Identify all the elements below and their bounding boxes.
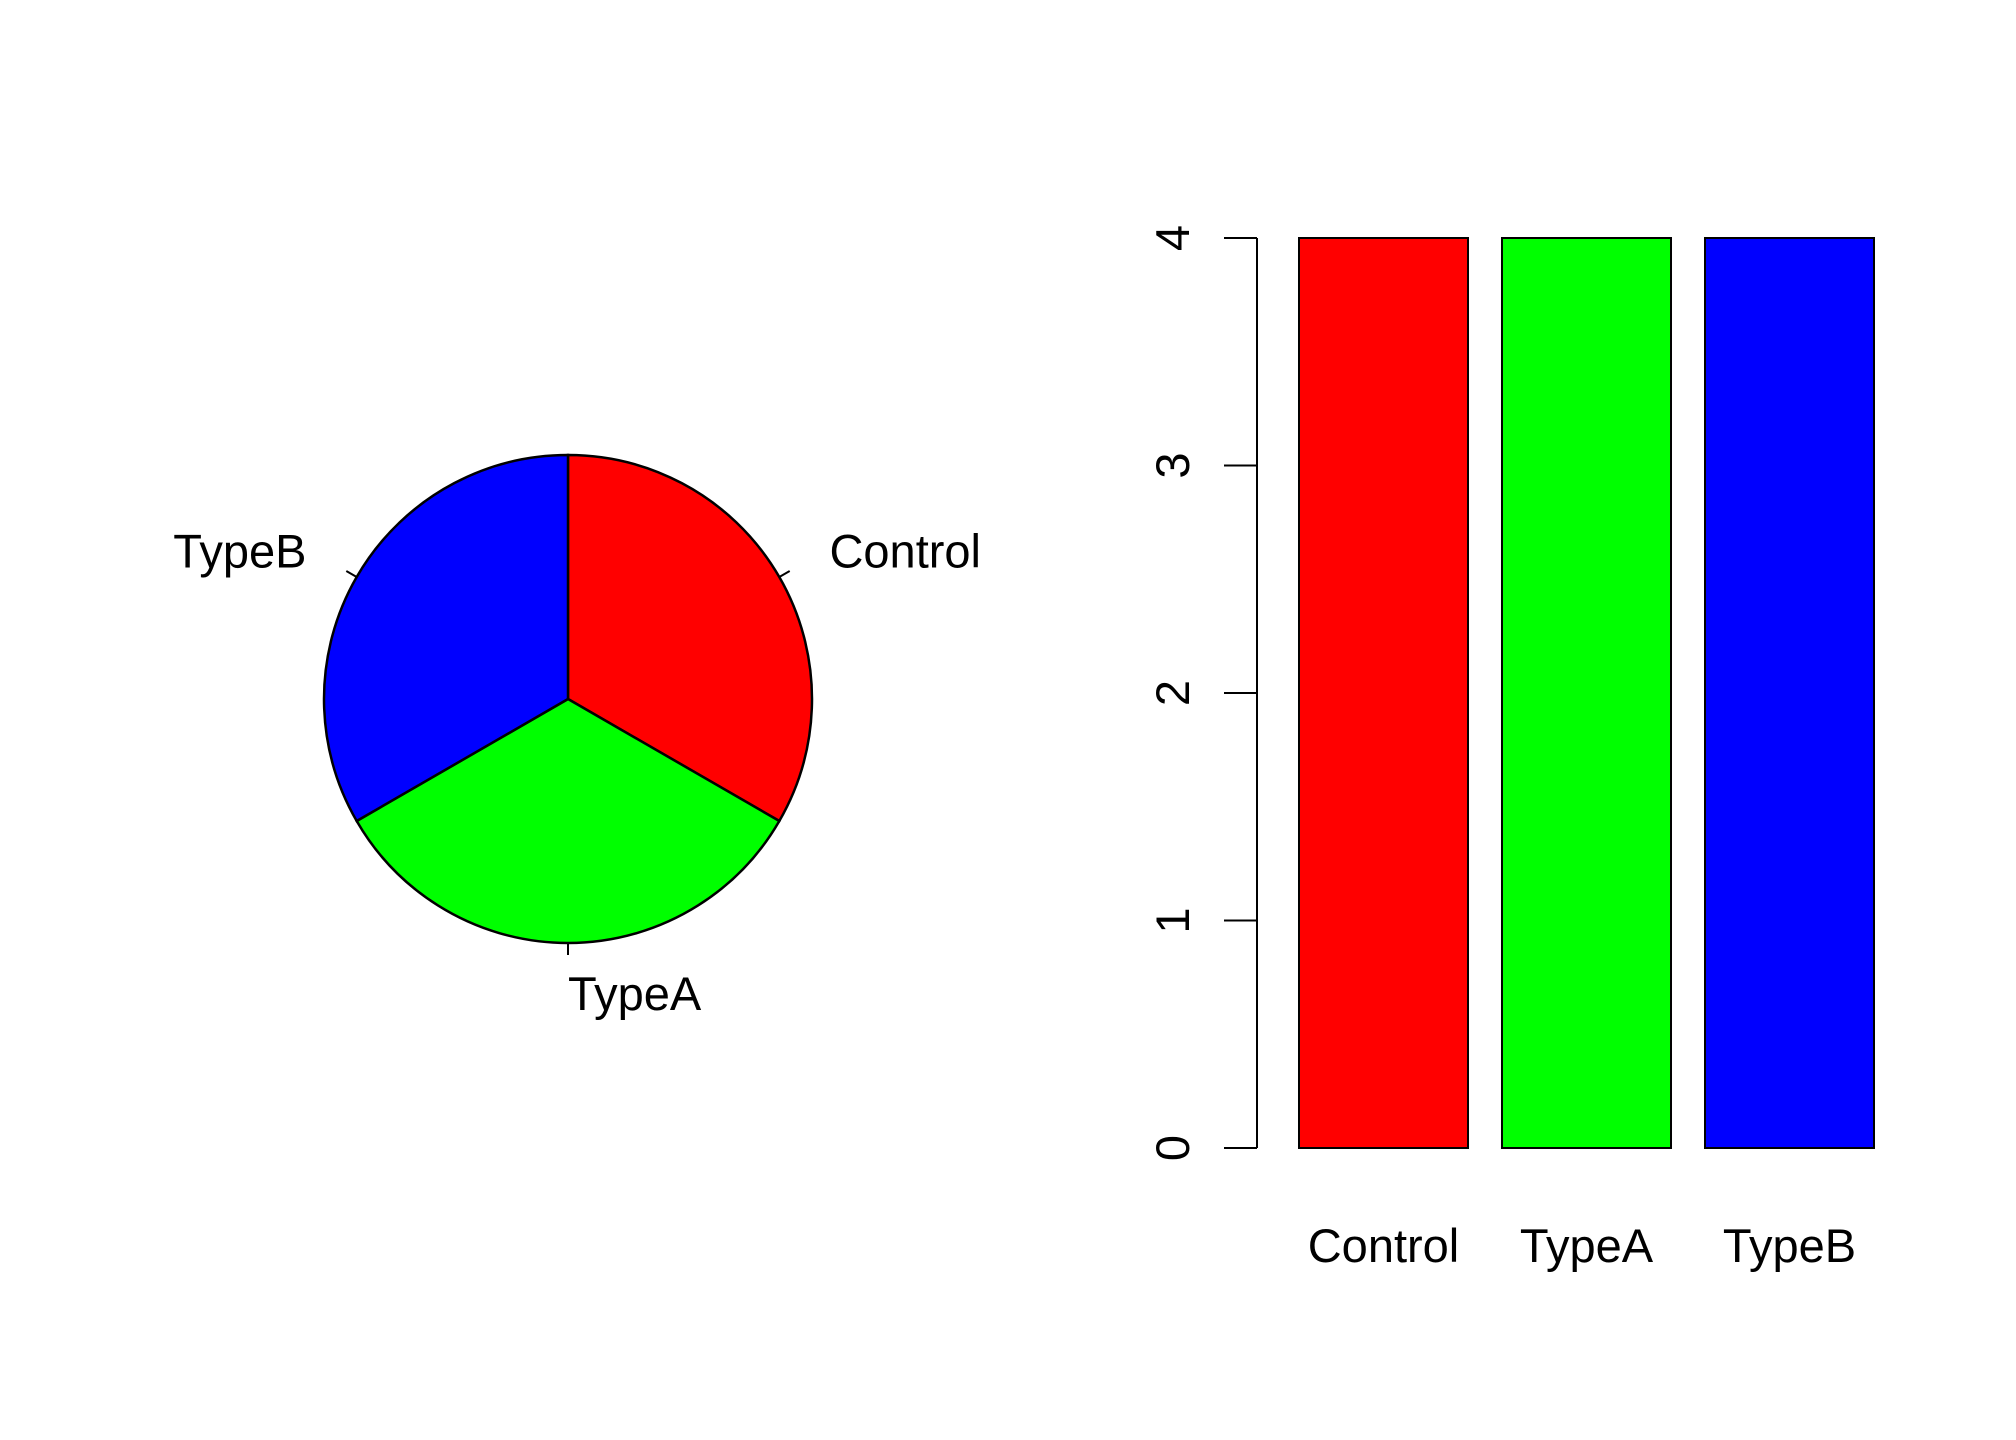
y-tick-label-1: 1 [1146,907,1199,933]
y-tick-label-0: 0 [1146,1135,1199,1161]
x-tick-label-control: Control [1308,1219,1460,1272]
x-tick-label-typea: TypeA [1520,1219,1654,1272]
pie-label-typea: TypeA [568,967,702,1020]
pie-slice-control [566,453,814,823]
pie-slice-typeb [322,453,570,823]
bar-typeb [1703,237,1876,1149]
pie-label-control: Control [829,525,981,578]
y-tick-label-3: 3 [1146,452,1199,478]
bar-chart: Control TypeA TypeB 0 1 2 3 4 [1146,225,1876,1272]
pie-chart: Control TypeA TypeB [173,453,981,1020]
x-tick-label-typeb: TypeB [1723,1219,1856,1272]
pie-label-tick-control [778,570,791,578]
bar-control [1297,237,1470,1149]
pie-label-typeb: TypeB [173,525,306,578]
y-tick-label-4: 4 [1146,225,1199,251]
y-tick-label-2: 2 [1146,680,1199,706]
bar-typea [1500,237,1673,1149]
pie-label-tick-typeb [345,570,358,578]
